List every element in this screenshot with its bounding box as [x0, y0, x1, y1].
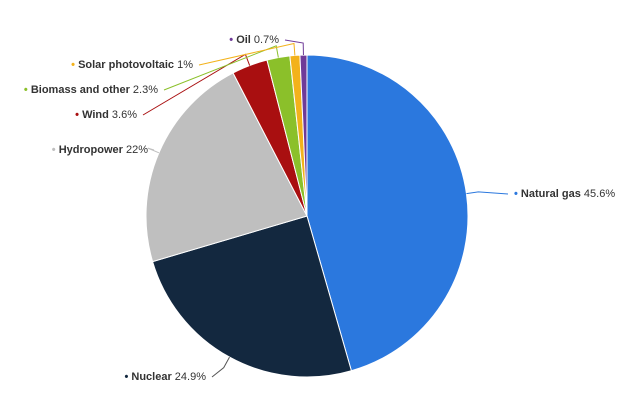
slice-label: • Hydropower 22%: [52, 144, 148, 156]
label-dot: •: [514, 188, 521, 200]
pie-slice: [306, 54, 469, 372]
leader-line: [198, 42, 296, 66]
label-dot: •: [124, 371, 131, 383]
category-name: Oil: [236, 34, 251, 46]
category-name: Biomass and other: [31, 84, 131, 96]
value-label: 2.3%: [133, 84, 158, 96]
slice-label: • Wind 3.6%: [75, 109, 137, 121]
category-name: Wind: [82, 109, 109, 121]
category-name: Hydropower: [59, 144, 124, 156]
label-dot: •: [52, 144, 59, 156]
pie-slice: [151, 215, 353, 378]
pie-slice: [145, 72, 308, 263]
slice-label: • Oil 0.7%: [229, 34, 279, 46]
category-name: Nuclear: [131, 371, 172, 383]
leader-line: [211, 356, 230, 378]
slice-label: • Nuclear 24.9%: [124, 371, 206, 383]
label-dot: •: [24, 84, 31, 96]
leader-line: [466, 191, 509, 195]
category-name: Solar photovoltaic: [78, 59, 174, 71]
value-label: 1%: [177, 59, 193, 71]
pie-slice: [299, 54, 308, 217]
slice-label: • Solar photovoltaic 1%: [71, 59, 193, 71]
leader-line: [284, 39, 304, 56]
slice-label: • Biomass and other 2.3%: [24, 84, 158, 96]
leader-line: [163, 45, 279, 91]
value-label: 24.9%: [175, 371, 206, 383]
label-dot: •: [71, 59, 78, 71]
value-label: 22%: [126, 144, 148, 156]
value-label: 45.6%: [584, 188, 615, 200]
leader-line: [147, 147, 160, 154]
value-label: 3.6%: [112, 109, 137, 121]
label-dot: •: [229, 34, 236, 46]
category-name: Natural gas: [521, 188, 581, 200]
slice-label: • Natural gas 45.6%: [514, 188, 615, 200]
label-dot: •: [75, 109, 82, 121]
value-label: 0.7%: [254, 34, 279, 46]
